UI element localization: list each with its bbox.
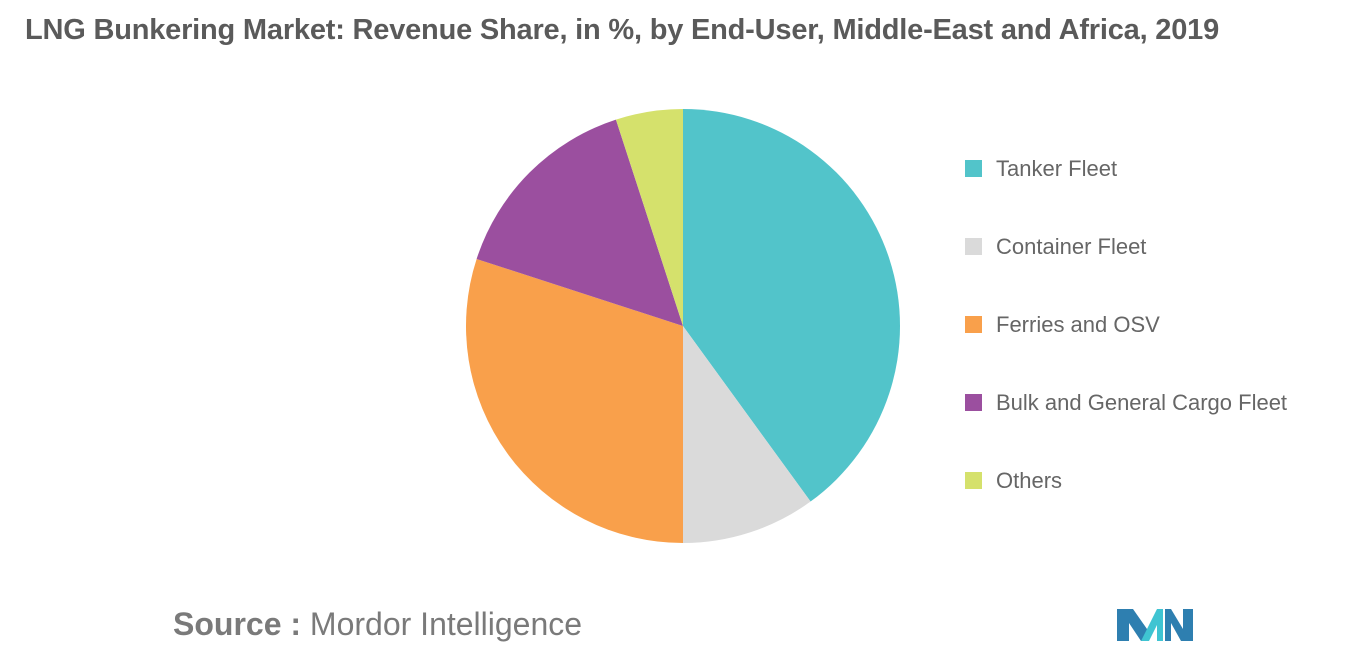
pie-slice-tanker-fleet (683, 109, 901, 502)
legend-item-tanker-fleet: Tanker Fleet (965, 150, 1287, 228)
legend-label: Container Fleet (996, 234, 1147, 259)
legend-swatch (965, 394, 982, 411)
legend-swatch (965, 238, 982, 255)
chart-legend: Tanker Fleet Container Fleet Ferries and O… (965, 150, 1287, 540)
legend-item-others: Others (965, 462, 1287, 540)
source-value: Mordor Intelligence (309, 606, 583, 642)
legend-label: Tanker Fleet (996, 156, 1118, 181)
pie-slice-ferries-and-osv (465, 258, 683, 543)
pie-slice-bulk-and-general-cargo-fleet (476, 119, 683, 327)
legend-swatch (965, 316, 982, 333)
source-note: Source : Mordor Intelligence (173, 606, 582, 643)
mordor-intelligence-logo-icon (1117, 609, 1193, 641)
legend-label: Others (996, 468, 1063, 493)
legend-item-bulk-and-general-cargo-fleet: Bulk and General Cargo Fleet (965, 384, 1287, 462)
legend-swatch (965, 472, 982, 489)
pie-slice-others (615, 109, 683, 326)
chart-title: LNG Bunkering Market: Revenue Share, in … (25, 14, 1220, 46)
legend-item-ferries-and-osv: Ferries and OSV (965, 306, 1287, 384)
legend-label: Bulk and General Cargo Fleet (996, 390, 1288, 415)
legend-label: Ferries and OSV (996, 312, 1160, 337)
legend-swatch (965, 160, 982, 177)
pie-slice-container-fleet (683, 326, 811, 543)
legend-item-container-fleet: Container Fleet (965, 228, 1287, 306)
source-label: Source : (173, 606, 302, 642)
